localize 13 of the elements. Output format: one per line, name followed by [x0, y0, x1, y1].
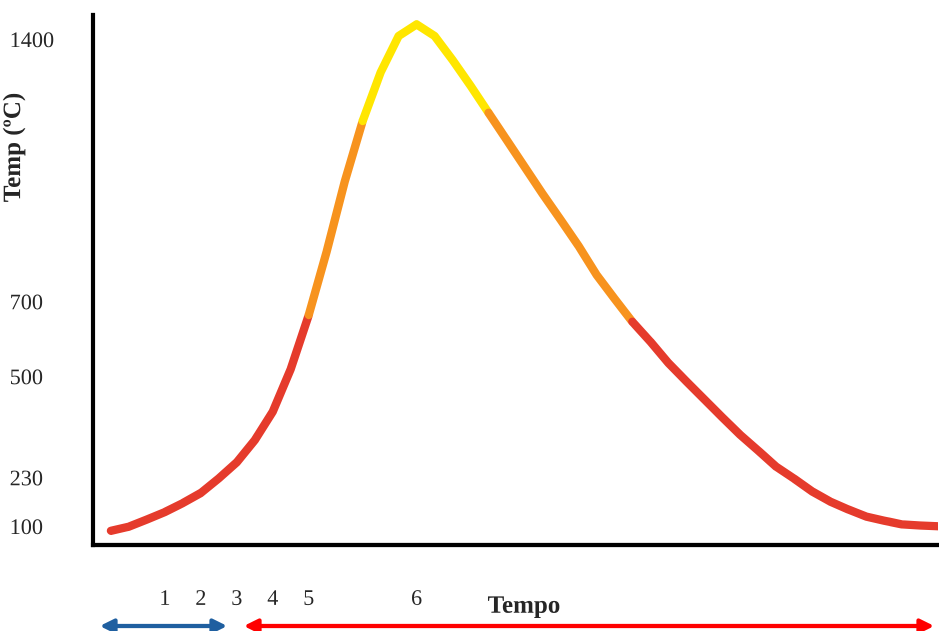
x-tick-label: 5 — [304, 590, 314, 606]
y-tick-label: 700 — [11, 294, 42, 310]
x-tick-label: 4 — [268, 590, 278, 605]
y-tick-label: 100 — [12, 519, 42, 534]
y-tick-label: 1400 — [12, 32, 54, 48]
x-tick-label: 3 — [232, 590, 242, 606]
x-tick-label: 6 — [412, 590, 422, 606]
x-axis-title: Tempo — [488, 596, 560, 618]
y-tick-label: 230 — [10, 470, 42, 486]
y-tick-label: 500 — [10, 369, 42, 384]
x-tick-label: 1 — [161, 590, 170, 605]
x-tick-label: 2 — [196, 590, 206, 605]
y-axis-title: Temp (ºC) — [2, 94, 26, 202]
